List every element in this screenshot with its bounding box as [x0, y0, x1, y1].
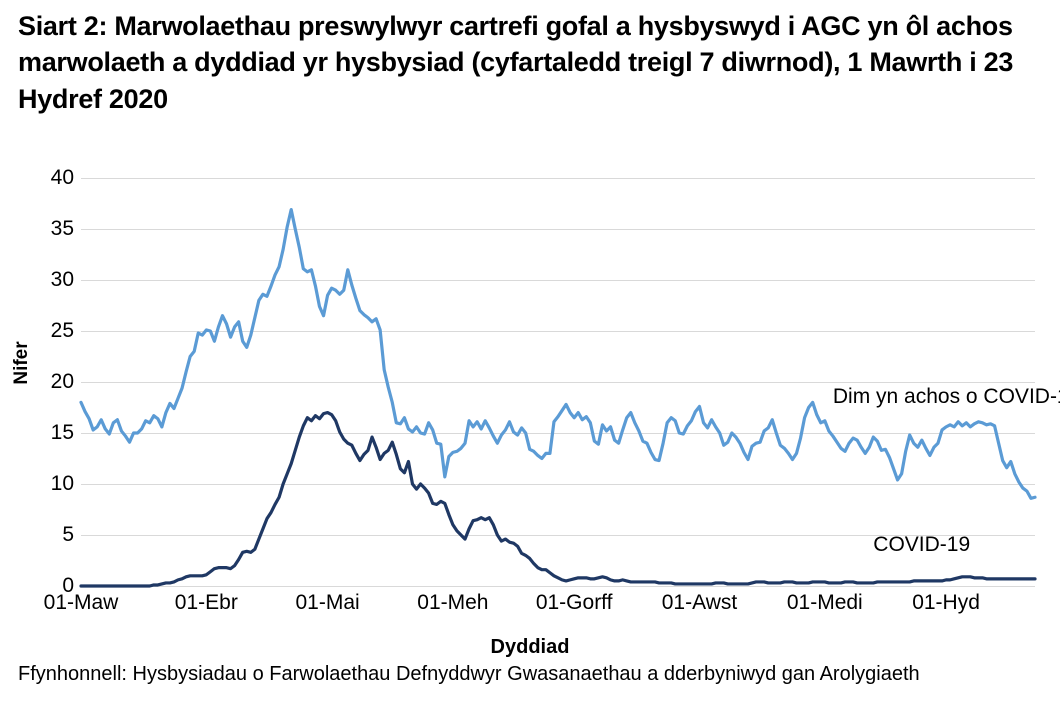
x-axis-tick-label: 01-Ebr: [174, 591, 238, 614]
y-axis-tick-label: 30: [50, 268, 74, 291]
gridline: [81, 586, 1035, 587]
gridline: [81, 280, 1035, 281]
y-axis-tick-label: 15: [50, 421, 74, 444]
y-axis-tick-label: 25: [50, 319, 74, 342]
series-label: Dim yn achos o COVID-19: [832, 385, 1060, 409]
chart-title: Siart 2: Marwolaethau preswylwyr cartref…: [18, 11, 1014, 114]
x-axis-tick-label: 01-Hyd: [912, 591, 980, 614]
x-axis-tick-label: 01-Maw: [43, 591, 119, 614]
source-note: Ffynhonnell: Hysbysiadau o Farwolaethau …: [18, 663, 920, 685]
series-label: COVID-19: [873, 533, 971, 557]
y-axis-tick-label: 40: [50, 166, 74, 189]
x-axis-tick-labels: 01-Maw 01-Ebr 01-Mai 01-Meh 01-Gorff 01-Awst 0…: [0, 592, 1060, 622]
plot-area: [79, 178, 1037, 588]
gridline: [81, 382, 1035, 383]
y-axis-tick-label: 10: [50, 472, 74, 495]
gridline: [81, 433, 1035, 434]
x-axis-tick-label: 01-Mai: [295, 591, 360, 614]
series-line: [79, 411, 1037, 588]
gridline: [81, 331, 1035, 332]
y-axis-tick-label: 0: [62, 574, 74, 597]
x-axis-tick-label: 01-Meh: [417, 591, 489, 614]
y-axis-tick-label: 5: [62, 523, 74, 546]
y-axis-tick-label: 35: [50, 217, 74, 240]
y-axis-tick-label: 20: [50, 370, 74, 393]
series-lines: [79, 208, 1037, 588]
y-axis-tick-labels: 0 5 10 15 20 25 30 35 40: [22, 167, 74, 596]
gridline: [81, 535, 1035, 536]
gridline: [81, 229, 1035, 230]
gridline: [81, 484, 1035, 485]
x-axis-tick-label: 01-Awst: [661, 591, 738, 614]
x-axis-title: Dyddiad: [490, 636, 570, 658]
x-axis-tick-label: 01-Gorff: [535, 591, 613, 614]
series-line: [79, 208, 1037, 500]
x-axis-tick-label: 01-Medi: [786, 591, 863, 614]
gridline: [81, 178, 1035, 179]
